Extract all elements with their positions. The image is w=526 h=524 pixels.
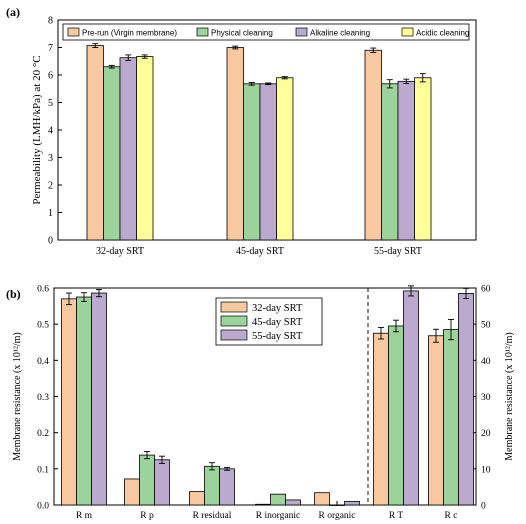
x-tick-label-b: R m [76, 511, 93, 521]
legend-b: 32-day SRT 45-day SRT 55-day SRT [215, 297, 323, 346]
x-tick-label-a: 55-day SRT [374, 246, 422, 257]
bar-a [119, 57, 137, 241]
legend-swatch-b [220, 315, 248, 327]
legend-label-a: Alkaline cleaning [310, 29, 370, 38]
bar-b [189, 491, 205, 506]
bar-b [219, 468, 235, 506]
y-tick-label-right-b: 20 [481, 429, 491, 439]
bar-b [270, 493, 286, 506]
legend-box-a [62, 23, 470, 41]
bar-b [139, 454, 155, 506]
bar-b [204, 465, 220, 506]
y-tick-label-a: 2 [48, 181, 53, 192]
y-tick-label-a: 1 [48, 208, 53, 219]
y-tick-label-a: 0 [48, 236, 53, 247]
legend-swatch-a [401, 27, 414, 37]
legend-swatch-b [220, 329, 248, 341]
y-tick-label-b: 0.5 [37, 321, 49, 331]
bar-a [414, 77, 432, 241]
x-tick-label-b: R inorganic [256, 511, 300, 521]
bar-a [259, 83, 277, 241]
y-tick-label-b: 0.2 [37, 429, 49, 439]
y-tick-label-right-b: 30 [481, 393, 491, 403]
bar-a [86, 45, 104, 241]
y-tick-label-right-b: 0 [481, 502, 486, 512]
bar-a [397, 80, 415, 241]
bar-b [124, 478, 140, 506]
bar-b [344, 500, 360, 506]
y-axis-title-a: Permeability (LMH/kPa) at 20 °C [31, 55, 43, 204]
bar-b [329, 504, 345, 506]
panel-b: (b) 0.0 0.1 0.2 0.3 0.4 0.5 0.6 0 10 20 30 40 50 60 Mem… [6, 285, 515, 522]
y-tick-label-a: 4 [48, 126, 53, 137]
legend-swatch-a [67, 27, 80, 37]
y-tick-label-right-b: 60 [481, 285, 491, 295]
legend-swatch-a [295, 27, 308, 37]
bar-a [364, 49, 382, 241]
legend-label-a: Physical cleaning [211, 29, 273, 38]
bar-b [91, 292, 107, 506]
bar-a [381, 83, 399, 241]
bar-a [243, 83, 261, 241]
legend-a: Pre-run (Virgin membrane) Physical cleani… [62, 23, 470, 41]
y-tick-label-right-b: 10 [481, 465, 491, 475]
bar-b [373, 332, 389, 506]
x-tick-label-a: 32-day SRT [96, 246, 144, 257]
y-tick-label-a: 3 [48, 153, 53, 164]
legend-label-a: Acidic cleaning [416, 29, 469, 38]
bar-b [285, 499, 301, 506]
bar-a [276, 77, 294, 241]
legend-label-b: 32-day SRT [252, 303, 303, 314]
bar-a [136, 56, 154, 241]
bar-b [61, 298, 77, 506]
x-tick-label-a: 45-day SRT [236, 246, 284, 257]
legend-swatch-b [220, 301, 248, 313]
bar-b [403, 290, 419, 506]
bar-b [314, 492, 330, 506]
y-tick-label-a: 6 [48, 71, 53, 82]
panel-a: (a) 0 1 2 3 4 5 6 7 8 Permeability (LMH/kPa) at 20… [6, 5, 477, 257]
panel-label-a: (a) [6, 5, 20, 19]
bar-b [388, 325, 404, 506]
x-tick-label-b: R residual [193, 511, 232, 521]
y-axis-title-b: Membrane resistance (x 10¹²/m) [12, 332, 23, 460]
legend-swatch-a [196, 27, 209, 37]
x-tick-label-b: R p [140, 511, 154, 521]
bar-b [154, 459, 170, 506]
bar-a [103, 66, 121, 241]
y-tick-label-b: 0.1 [37, 465, 49, 475]
y-tick-label-a: 5 [48, 98, 53, 109]
legend-label-b: 45-day SRT [252, 317, 303, 328]
bar-b [443, 329, 459, 506]
bar-b [255, 503, 271, 506]
legend-label-a: Pre-run (Virgin membrane) [82, 29, 177, 38]
bar-b [76, 296, 92, 506]
bar-a [226, 47, 244, 241]
y-tick-label-b: 0.0 [37, 502, 49, 512]
y-tick-label-right-b: 50 [481, 321, 491, 331]
y-tick-label-b: 0.3 [37, 393, 49, 403]
bar-b [458, 293, 474, 506]
x-tick-label-b: R T [389, 511, 404, 521]
panel-label-b: (b) [6, 287, 21, 301]
x-tick-label-b: R organic [318, 511, 355, 521]
x-tick-label-b: R c [445, 511, 458, 521]
y-tick-label-a: 8 [48, 16, 53, 27]
y-tick-label-b: 0.4 [37, 357, 49, 367]
y-axis-title-right-b: Membrane resistance (x 10¹²/m) [504, 332, 515, 460]
y-tick-label-right-b: 40 [481, 357, 491, 367]
legend-label-b: 55-day SRT [252, 331, 303, 342]
y-tick-label-a: 7 [48, 43, 53, 54]
y-tick-label-b: 0.6 [37, 285, 49, 295]
bar-b [428, 335, 444, 506]
